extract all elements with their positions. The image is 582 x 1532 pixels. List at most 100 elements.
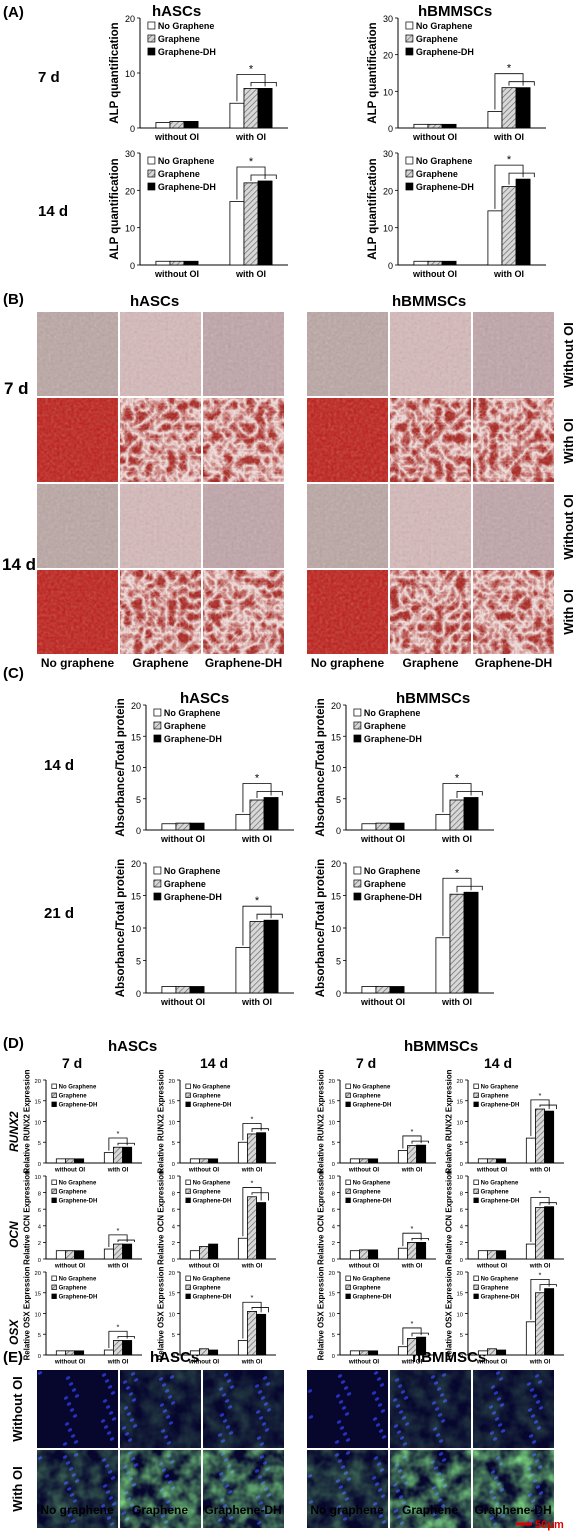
bar-graphene-dh	[544, 1288, 555, 1356]
bar-graphene-dh	[74, 1158, 85, 1164]
b-day-14: 14 d	[2, 555, 36, 574]
legend-swatch	[345, 1179, 351, 1185]
nucleus	[378, 1429, 384, 1433]
bar-no-graphene	[155, 122, 171, 129]
nucleus	[72, 1414, 78, 1418]
e-row-labels: Without OI With OI	[10, 1376, 25, 1511]
significance-bracket-outer	[242, 905, 272, 946]
x-tick-label: without OI	[476, 1166, 508, 1173]
y-tick-label: 5	[38, 1333, 41, 1339]
x-tick-label: with OI	[235, 269, 266, 279]
y-tick-label: 10	[457, 1175, 463, 1181]
nucleus	[65, 1376, 71, 1380]
y-tick-label: 4	[38, 1225, 42, 1231]
legend-label: No Graphene	[193, 1181, 231, 1187]
legend-label: Graphene	[481, 1286, 510, 1292]
x-tick-label: with OI	[107, 1166, 129, 1173]
significance-bracket-outer	[402, 1135, 422, 1149]
significance-bracket-outer	[530, 1279, 550, 1320]
e-column-labels: No graphene Graphene Graphene-DH No graphen…	[40, 1503, 551, 1517]
fluorescence-without-oi	[120, 1370, 201, 1448]
legend-label: Graphene	[59, 1286, 88, 1292]
y-axis-label: Relative OCN Expression	[23, 1170, 32, 1265]
bar-graphene-dh	[389, 822, 405, 831]
y-tick-label: 0	[130, 124, 135, 134]
y-axis-label: Relative OSX Expression	[157, 1266, 166, 1360]
bar-no-graphene	[237, 1340, 248, 1356]
y-tick-label: 4	[172, 1225, 176, 1231]
alizarin-stain-with-oi	[473, 398, 554, 482]
y-tick-label: 5	[172, 1141, 175, 1147]
x-tick-label: without OI	[412, 269, 457, 279]
bar-no-graphene	[487, 210, 503, 266]
y-tick-label: 10	[125, 69, 135, 79]
legend-swatch	[473, 1101, 479, 1107]
legend-swatch	[353, 892, 362, 901]
nucleus	[69, 1408, 75, 1412]
bar-no-graphene	[349, 1350, 360, 1356]
y-tick-label: 10	[131, 764, 141, 774]
y-tick-label: 4	[460, 1225, 464, 1231]
bar-graphene-dh	[496, 1349, 507, 1356]
bar-graphene-dh	[463, 891, 479, 994]
image-texture	[307, 312, 388, 396]
bar-no-graphene	[525, 1321, 536, 1356]
bar-no-graphene	[235, 813, 251, 831]
bar-graphene	[243, 182, 259, 266]
nucleus	[308, 1415, 314, 1419]
bar-graphene-dh	[257, 88, 273, 129]
significance-bracket-outer	[442, 783, 472, 813]
bar-graphene	[247, 1133, 257, 1164]
significance-bracket-outer	[402, 1232, 422, 1247]
x-tick-label: with OI	[401, 1358, 423, 1365]
bar-graphene	[249, 799, 265, 831]
y-tick-label: 0	[336, 826, 341, 836]
legend-swatch	[51, 1101, 57, 1107]
x-tick-label: without OI	[348, 1358, 380, 1365]
nucleus	[379, 1383, 385, 1387]
y-axis-label: Relative RUNX2 Expression	[445, 1069, 454, 1173]
fluorescence-with-oi	[37, 1450, 118, 1528]
alizarin-stain-without-oi	[203, 312, 284, 396]
image-texture	[473, 398, 554, 482]
y-axis-label: Relative RUNX2 Expression	[317, 1069, 326, 1173]
nucleus	[377, 1403, 383, 1407]
bar-graphene	[449, 893, 465, 994]
legend-label: Graphene-DH	[164, 734, 222, 744]
y-tick-label: 15	[457, 1100, 463, 1106]
bar-graphene-dh	[389, 986, 405, 994]
y-tick-label: 20	[329, 1271, 335, 1277]
bar-graphene	[359, 1350, 369, 1356]
significance-bracket-inner	[250, 174, 277, 181]
legend-label: Graphene-DH	[193, 1199, 232, 1205]
osteocalcin-signal	[203, 1370, 284, 1448]
bar-graphene	[247, 1196, 257, 1260]
nucleus	[380, 1409, 386, 1413]
y-tick-label: 15	[169, 1292, 175, 1298]
row-label: With OI	[561, 418, 576, 463]
y-tick-label: 0	[38, 1258, 41, 1264]
legend-label: Graphene-DH	[481, 1103, 520, 1109]
osteocalcin-signal	[473, 1450, 554, 1528]
nucleus	[371, 1391, 377, 1395]
significance-star: *	[249, 63, 254, 75]
legend-swatch	[473, 1275, 479, 1281]
y-axis-label: ALP quantification	[109, 22, 121, 123]
y-tick-label: 10	[457, 1120, 463, 1126]
nucleus	[105, 1405, 111, 1409]
image-texture	[120, 398, 201, 482]
bar-graphene	[65, 1350, 75, 1356]
fluorescence-image-grid	[37, 1370, 554, 1528]
legend-swatch	[153, 734, 162, 743]
bar-graphene-dh	[257, 180, 273, 266]
significance-bracket-inner	[539, 1284, 557, 1291]
y-tick-label: 0	[388, 261, 393, 271]
legend-swatch	[345, 1083, 351, 1089]
bar-no-graphene	[237, 1237, 248, 1260]
significance-bracket-inner	[411, 1140, 429, 1144]
legend-label: Graphene	[353, 1286, 382, 1292]
bar-graphene	[375, 986, 391, 994]
y-tick-label: 20	[383, 51, 393, 61]
